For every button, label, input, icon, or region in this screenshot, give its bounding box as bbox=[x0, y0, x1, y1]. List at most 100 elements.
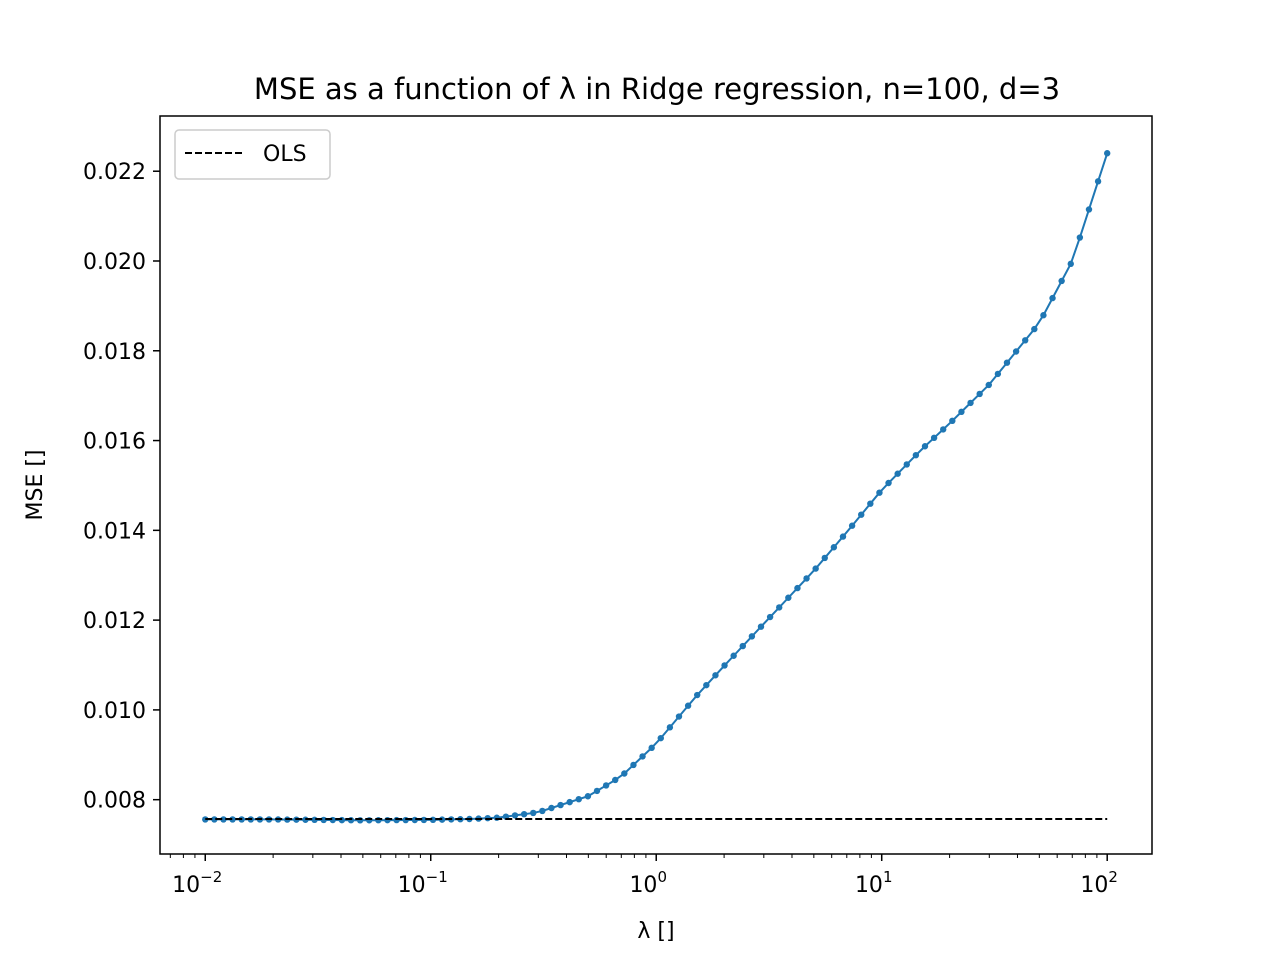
ridge-mse-point bbox=[794, 584, 801, 592]
ridge-mse-point bbox=[1022, 337, 1029, 344]
ridge-mse-point bbox=[548, 804, 555, 812]
ridge-mse-point bbox=[766, 613, 774, 621]
ridge-mse-point bbox=[1104, 150, 1111, 157]
ridge-mse-point bbox=[739, 642, 746, 650]
ridge-mse-point bbox=[1094, 178, 1102, 185]
ridge-mse-point bbox=[858, 511, 865, 518]
y-tick-label: 0.014 bbox=[83, 519, 146, 544]
ridge-mse-point bbox=[921, 443, 929, 450]
ridge-mse-point bbox=[994, 370, 1002, 378]
x-tick-label-exponent: 2 bbox=[1108, 868, 1118, 886]
ridge-mse-point bbox=[566, 798, 573, 806]
legend: OLS bbox=[174, 129, 331, 180]
ridge-mse-point bbox=[1058, 277, 1065, 285]
ridge-mse-point bbox=[220, 816, 227, 823]
x-tick-label-base: 10 bbox=[855, 873, 883, 898]
ridge-mse-point bbox=[730, 652, 737, 659]
ridge-mse-point bbox=[1031, 325, 1038, 333]
ridge-mse-point bbox=[748, 633, 756, 640]
ridge-mse-point bbox=[539, 807, 546, 815]
x-tick-label: 10−1 bbox=[398, 868, 448, 898]
ridge-mse-point bbox=[812, 565, 819, 572]
y-tick-label: 0.008 bbox=[83, 789, 146, 814]
x-tick-label: 100 bbox=[629, 868, 667, 898]
ridge-mse-point bbox=[1085, 206, 1093, 213]
ridge-mse-point bbox=[530, 809, 537, 817]
ridge-mse-point bbox=[985, 381, 992, 389]
ridge-mse-point bbox=[630, 761, 637, 769]
ridge-mse-point bbox=[384, 816, 391, 824]
ridge-mse-point bbox=[976, 390, 983, 398]
ridge-mse-point bbox=[639, 753, 646, 760]
ridge-mse-point bbox=[602, 782, 610, 789]
x-tick-label-base: 10 bbox=[398, 873, 426, 898]
ridge-mse-point bbox=[657, 734, 664, 742]
y-tick-label: 0.010 bbox=[83, 699, 146, 724]
ridge-mse-point bbox=[785, 594, 792, 601]
ridge-mse-point bbox=[821, 554, 828, 562]
y-axis-label: MSE [] bbox=[23, 449, 48, 520]
x-tick-label-exponent: −2 bbox=[200, 868, 222, 886]
ridge-mse-point bbox=[402, 816, 409, 824]
ridge-mse-point bbox=[949, 417, 956, 425]
x-tick-label-exponent: 0 bbox=[657, 868, 667, 886]
x-axis-label: λ [] bbox=[637, 919, 674, 944]
x-tick-label: 101 bbox=[855, 868, 893, 898]
y-tick-label: 0.016 bbox=[83, 430, 146, 455]
x-tick-label-base: 10 bbox=[172, 873, 200, 898]
ridge-mse-point bbox=[958, 408, 965, 416]
ridge-mse-point bbox=[621, 770, 628, 777]
y-tick-label: 0.020 bbox=[83, 250, 146, 275]
ridge-mse-point bbox=[411, 816, 418, 824]
chart-title: MSE as a function of λ in Ridge regressi… bbox=[254, 72, 1060, 106]
ridge-mse-point bbox=[1076, 234, 1084, 241]
ridge-mse-point bbox=[575, 795, 582, 803]
ridge-mse-point bbox=[894, 470, 901, 477]
ridge-mse-point bbox=[803, 575, 810, 582]
ridge-mse-point bbox=[830, 544, 838, 551]
ridge-mse-point bbox=[885, 479, 892, 487]
ridge-mse-point bbox=[1012, 348, 1020, 355]
x-tick-label-base: 10 bbox=[629, 873, 657, 898]
ridge-mse-point bbox=[703, 681, 710, 689]
ridge-mse-point bbox=[712, 672, 719, 679]
ridge-mse-point bbox=[684, 702, 692, 709]
y-tick-label: 0.012 bbox=[83, 609, 146, 634]
x-tick-label-exponent: −1 bbox=[426, 868, 448, 886]
ridge-mse-point bbox=[1040, 312, 1047, 319]
ridge-mse-point bbox=[520, 810, 528, 818]
x-tick-label-base: 10 bbox=[1080, 873, 1108, 898]
ridge-mse-point bbox=[1003, 359, 1011, 366]
legend-box bbox=[174, 129, 331, 180]
y-tick-label: 0.018 bbox=[83, 340, 146, 365]
ridge-mse-point bbox=[867, 500, 874, 507]
x-tick-label: 10−2 bbox=[172, 868, 222, 898]
y-tick-label: 0.022 bbox=[83, 160, 146, 185]
ridge-mse-point bbox=[776, 604, 783, 611]
ridge-mse-point bbox=[721, 662, 728, 669]
ridge-mse-point bbox=[876, 489, 883, 496]
ridge-mse-point bbox=[511, 812, 519, 819]
ridge-mse-point bbox=[648, 744, 655, 752]
ridge-mse-point bbox=[930, 434, 938, 442]
ridge-mse-point bbox=[338, 816, 346, 824]
x-axis-ticks: 10−2 10−1 100 101 102 bbox=[169, 854, 1118, 898]
ridge-mse-point bbox=[329, 816, 336, 824]
ridge-mse-point bbox=[967, 399, 974, 407]
ridge-mse-point bbox=[848, 522, 856, 529]
ridge-mse-point bbox=[347, 817, 355, 824]
ridge-mse-point bbox=[839, 533, 847, 540]
ridge-mse-point bbox=[940, 426, 947, 433]
ridge-mse-point bbox=[1067, 260, 1074, 268]
ridge-mse-point bbox=[694, 691, 701, 699]
ridge-mse-point bbox=[393, 816, 400, 824]
ridge-mse-point bbox=[757, 623, 765, 630]
ridge-mse-point bbox=[584, 793, 592, 800]
x-tick-label-exponent: 1 bbox=[883, 868, 893, 886]
ridge-mse-point bbox=[211, 816, 218, 823]
plot-area bbox=[202, 150, 1111, 824]
ridge-mse-point bbox=[666, 724, 674, 731]
ridge-mse-point bbox=[229, 816, 236, 823]
ridge-mse-point bbox=[912, 451, 920, 459]
